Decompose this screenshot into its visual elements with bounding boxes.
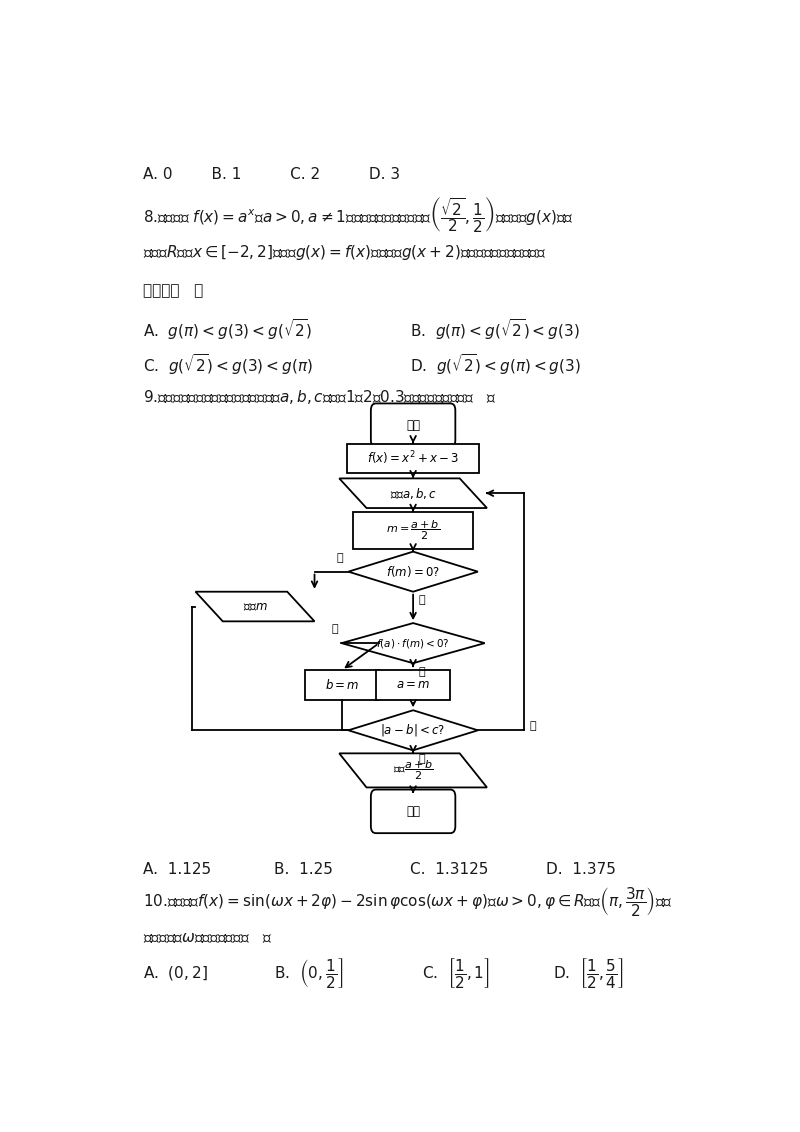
Text: D.  1.375: D. 1.375	[546, 863, 616, 877]
Text: $f(a)\cdot f(m)<0$?: $f(a)\cdot f(m)<0$?	[377, 636, 450, 650]
Text: 否: 否	[530, 721, 536, 731]
Polygon shape	[348, 710, 478, 751]
Text: A.  $(0,2]$: A. $(0,2]$	[143, 963, 208, 981]
Text: D.  $\left[\dfrac{1}{2},\dfrac{5}{4}\right]$: D. $\left[\dfrac{1}{2},\dfrac{5}{4}\righ…	[553, 955, 623, 989]
Polygon shape	[348, 551, 478, 592]
Text: 是: 是	[332, 625, 338, 634]
Text: 10.已知函数$f(x)=\sin(\omega x+2\varphi)-2\sin\varphi\cos(\omega x+\varphi)$（$\omega: 10.已知函数$f(x)=\sin(\omega x+2\varphi)-2\s…	[143, 884, 673, 918]
Text: $f(m)=0$?: $f(m)=0$?	[386, 564, 440, 580]
Text: $a=m$: $a=m$	[396, 678, 430, 692]
Text: 调递减，则$\omega$的取值范围是（   ）: 调递减，则$\omega$的取值范围是（ ）	[143, 931, 273, 945]
Text: 否: 否	[418, 595, 425, 606]
Text: B.  1.25: B. 1.25	[274, 863, 333, 877]
Text: 是: 是	[418, 754, 425, 764]
Text: 输出$\dfrac{a+b}{2}$: 输出$\dfrac{a+b}{2}$	[393, 758, 434, 782]
Text: $b=m$: $b=m$	[325, 678, 359, 692]
Polygon shape	[342, 623, 485, 663]
Text: A.  1.125: A. 1.125	[143, 863, 211, 877]
Text: B.  $g(\pi)<g(\sqrt{2})<g(3)$: B. $g(\pi)<g(\sqrt{2})<g(3)$	[410, 317, 579, 342]
Text: A. 0        B. 1          C. 2          D. 3: A. 0 B. 1 C. 2 D. 3	[143, 166, 401, 182]
FancyBboxPatch shape	[371, 403, 455, 447]
Text: C.  $\left[\dfrac{1}{2},1\right]$: C. $\left[\dfrac{1}{2},1\right]$	[422, 955, 490, 989]
Text: C.  1.3125: C. 1.3125	[410, 863, 488, 877]
Bar	[305, 670, 379, 700]
Text: 输出$m$: 输出$m$	[242, 600, 267, 614]
Polygon shape	[339, 754, 487, 788]
Polygon shape	[195, 592, 314, 621]
Text: D.  $g(\sqrt{2})<g(\pi)<g(3)$: D. $g(\sqrt{2})<g(\pi)<g(3)$	[410, 352, 581, 377]
Text: 是: 是	[337, 552, 343, 563]
Text: 8.已知函数 $f(x)=a^x$（$a>0,a\neq1$）的反函数的图象经过点$\left(\dfrac{\sqrt{2}}{2},\dfrac{1}{2}: 8.已知函数 $f(x)=a^x$（$a>0,a\neq1$）的反函数的图象经过…	[143, 195, 574, 234]
Text: B.  $\left(0,\dfrac{1}{2}\right]$: B. $\left(0,\dfrac{1}{2}\right]$	[274, 955, 343, 989]
Text: C.  $g(\sqrt{2})<g(3)<g(\pi)$: C. $g(\sqrt{2})<g(3)<g(\pi)$	[143, 352, 313, 377]
Bar	[353, 512, 474, 549]
Text: A.  $g(\pi)<g(3)<g(\sqrt{2})$: A. $g(\pi)<g(3)<g(\sqrt{2})$	[143, 317, 313, 342]
Text: 输入$a,b,c$: 输入$a,b,c$	[390, 486, 437, 500]
Text: 结束: 结束	[406, 805, 420, 817]
FancyBboxPatch shape	[371, 790, 455, 833]
Text: 确的是（   ）: 确的是（ ）	[143, 283, 204, 299]
Text: 9.执行如图所示的程序框图，若输入的$a,b,c$分别为1，2，0.3，则输出的结果为（   ）: 9.执行如图所示的程序框图，若输入的$a,b,c$分别为1，2，0.3，则输出的…	[143, 388, 497, 406]
Text: 义域为$R$，当$x\in[-2,2]$时，有$g(x)=f(x)$，且函数$g(x+2)$为偶函数，则下列结论正: 义域为$R$，当$x\in[-2,2]$时，有$g(x)=f(x)$，且函数$g…	[143, 243, 546, 263]
Polygon shape	[339, 479, 487, 508]
Text: $|a-b|<c$?: $|a-b|<c$?	[381, 722, 446, 738]
Text: $f(x)=x^2+x-3$: $f(x)=x^2+x-3$	[367, 449, 459, 468]
Bar	[376, 670, 450, 700]
Text: $m=\dfrac{a+b}{2}$: $m=\dfrac{a+b}{2}$	[386, 518, 440, 542]
Text: 否: 否	[418, 667, 425, 677]
Bar	[347, 444, 479, 473]
Text: 开始: 开始	[406, 419, 420, 431]
